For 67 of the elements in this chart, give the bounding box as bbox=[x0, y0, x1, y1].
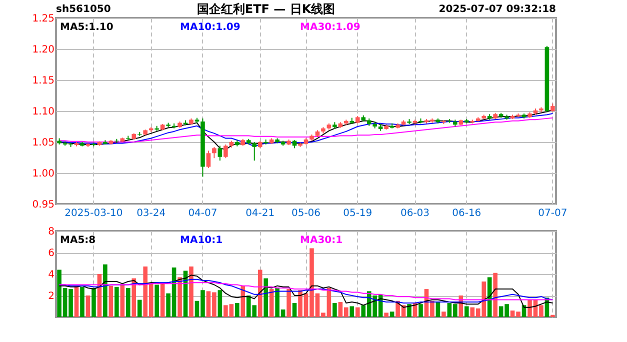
bar bbox=[132, 278, 136, 317]
bar bbox=[120, 284, 125, 317]
y-tick-label: 4 bbox=[48, 270, 54, 280]
y-tick-label: 1.10 bbox=[32, 106, 54, 118]
x-tick-label: 04-21 bbox=[246, 208, 275, 219]
bar bbox=[126, 288, 130, 317]
y-tick-label: 1.20 bbox=[32, 44, 54, 56]
bar bbox=[286, 289, 291, 317]
candlestick bbox=[252, 142, 257, 162]
bar bbox=[218, 290, 222, 317]
bar bbox=[442, 312, 446, 317]
bar bbox=[355, 307, 360, 317]
text: MA30:1 bbox=[300, 235, 343, 246]
x-tick-label: 06-16 bbox=[452, 208, 482, 219]
y-tick-label: 2 bbox=[48, 291, 54, 302]
y-tick-label: 8 bbox=[48, 226, 54, 238]
x-tick-label: 05-19 bbox=[343, 208, 372, 219]
x-tick-label: 04-07 bbox=[188, 208, 218, 219]
bar bbox=[464, 306, 469, 317]
bar bbox=[80, 286, 84, 317]
bar bbox=[178, 277, 182, 317]
bar bbox=[189, 266, 194, 317]
x-tick-label: 07-07 bbox=[538, 208, 568, 219]
chart-title: 国企红利ETF — 日K线图 bbox=[196, 2, 336, 16]
y-tick-label: 6 bbox=[48, 248, 54, 259]
bar bbox=[114, 286, 119, 317]
bar bbox=[350, 306, 354, 317]
candlestick bbox=[206, 150, 211, 169]
text: sh561050 bbox=[56, 4, 111, 15]
text: 2025-07-07 09:32:18 bbox=[438, 4, 556, 15]
text: MA30:1.09 bbox=[300, 22, 360, 33]
bar bbox=[240, 286, 246, 317]
x-tick-label: 05-06 bbox=[291, 208, 321, 219]
bar bbox=[292, 303, 297, 317]
bar bbox=[86, 296, 90, 317]
bar bbox=[493, 272, 498, 317]
bar bbox=[384, 312, 388, 317]
y-tick-label: 1.15 bbox=[32, 76, 54, 86]
y-tick-label: 0.95 bbox=[32, 200, 54, 210]
text: MA5:8 bbox=[60, 235, 96, 246]
y-tick-label: 1.05 bbox=[32, 138, 54, 148]
text: MA5:1.10 bbox=[60, 22, 114, 33]
bar bbox=[154, 284, 159, 317]
bar bbox=[407, 304, 412, 317]
bar bbox=[108, 286, 114, 317]
text: MA10:1.09 bbox=[180, 22, 240, 33]
y-tick-label: 1.00 bbox=[32, 168, 54, 180]
candlestick bbox=[212, 146, 216, 159]
x-tick-label: 03-24 bbox=[136, 208, 166, 219]
x-tick-label: 2025-03-10 bbox=[64, 208, 123, 219]
bar bbox=[418, 304, 423, 317]
x-tick-label: 06-03 bbox=[400, 208, 430, 219]
bar bbox=[264, 278, 268, 317]
bar bbox=[436, 302, 440, 317]
candlestick bbox=[218, 145, 222, 162]
bar bbox=[390, 312, 394, 317]
y-tick-label: 1.25 bbox=[32, 14, 54, 24]
bar bbox=[103, 264, 108, 317]
bar bbox=[235, 303, 240, 317]
bar bbox=[92, 288, 96, 317]
candlestick bbox=[224, 144, 228, 159]
bar bbox=[269, 289, 274, 317]
bar bbox=[258, 270, 262, 317]
bar bbox=[332, 303, 337, 317]
line-series bbox=[58, 117, 554, 142]
bar bbox=[137, 300, 142, 317]
text: MA10:1 bbox=[180, 235, 223, 246]
